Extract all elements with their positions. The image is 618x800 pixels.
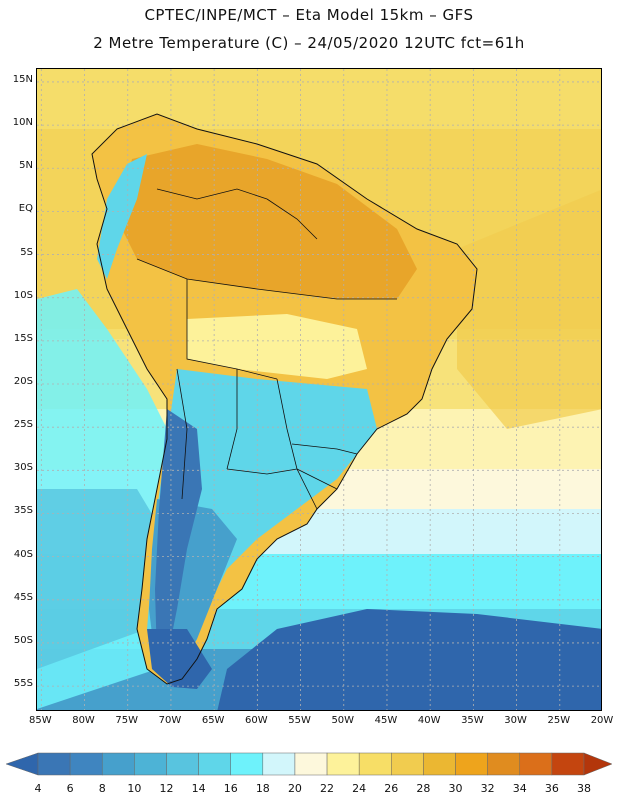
colorbar-cell	[455, 752, 488, 776]
colorbar-cell	[294, 752, 328, 776]
country-borders	[136, 188, 397, 510]
land-amazon-hot	[117, 144, 417, 299]
colorbar-tick-label: 8	[98, 782, 106, 795]
lat-tick-label: 10S	[13, 289, 33, 301]
land-south-tip	[147, 629, 212, 689]
lat-tick-label: 50S	[13, 634, 33, 646]
land-central-warm	[187, 314, 367, 379]
ocean-pacific-mid	[37, 489, 167, 669]
lat-tick-label: 40S	[13, 548, 33, 560]
lon-tick-label: 70W	[158, 715, 182, 726]
ocean-atlantic-warm-east	[457, 189, 601, 429]
temperature-map[interactable]	[36, 68, 602, 711]
lon-tick-label: 25W	[547, 715, 571, 726]
colorbar-cell	[358, 752, 392, 776]
lat-tick-label: 5S	[20, 246, 33, 258]
colorbar-tick-label: 20	[287, 782, 302, 795]
colorbar-tick-label: 34	[512, 782, 527, 795]
colorbar-tick-label: 14	[191, 782, 206, 795]
colorbar-tick-label: 38	[577, 782, 591, 795]
lat-tick-label: 20S	[13, 376, 33, 388]
lon-tick-label: 75W	[115, 715, 139, 726]
colorbar-high-arrow	[583, 752, 613, 776]
lon-tick-label: 50W	[331, 715, 355, 726]
lat-tick-label: 25S	[13, 419, 33, 431]
lat-tick-label: 35S	[13, 505, 33, 517]
lat-tick-label: 15S	[13, 332, 33, 344]
lat-tick-label: 10N	[12, 117, 33, 129]
lon-tick-label: 60W	[245, 715, 268, 726]
colorbar-cell	[198, 752, 231, 776]
lon-tick-label: 40W	[417, 715, 441, 726]
colorbar-tick-label: 36	[544, 782, 559, 795]
lon-tick-label: 45W	[374, 715, 398, 726]
ocean-cold-southeast	[217, 609, 601, 710]
map-title-field: 2 Metre Temperature (C) – 24/05/2020 12U…	[93, 34, 525, 52]
lon-tick-label: 85W	[29, 715, 52, 726]
colorbar	[5, 752, 613, 776]
colorbar-cell	[423, 752, 456, 776]
land-andes-cold	[155, 409, 202, 669]
colorbar-tick-label: 24	[352, 782, 367, 795]
colorbar-cell	[101, 752, 135, 776]
colorbar-tick-label: 18	[255, 782, 270, 795]
lat-tick-label: 45S	[13, 591, 33, 603]
colorbar-tick-label: 16	[223, 782, 238, 795]
colorbar-tick-label: 4	[34, 782, 42, 795]
colorbar-tick-label: 22	[320, 782, 335, 795]
colorbar-low-arrow	[5, 752, 39, 776]
lon-tick-label: 55W	[288, 715, 311, 726]
colorbar-cell	[262, 752, 296, 776]
lon-tick-label: 65W	[201, 715, 225, 726]
lat-tick-label: 55S	[13, 678, 33, 690]
lat-tick-label: 30S	[13, 462, 33, 474]
colorbar-tick-label: 32	[480, 782, 495, 795]
colorbar-cell	[487, 752, 521, 776]
colorbar-cell	[69, 752, 103, 776]
colorbar-cell	[134, 752, 167, 776]
lat-tick-label: 15N	[12, 73, 33, 85]
map-canvas	[37, 69, 601, 710]
lon-tick-label: 35W	[461, 715, 484, 726]
lat-lon-grid	[37, 69, 601, 710]
colorbar-cell	[37, 752, 71, 776]
colorbar-cell	[551, 752, 585, 776]
land-andes-north	[97, 154, 147, 279]
colorbar-tick-label: 30	[448, 782, 463, 795]
lat-tick-label: EQ	[18, 203, 33, 215]
lon-tick-label: 20W	[590, 715, 614, 726]
coastline	[91, 113, 478, 685]
map-title-source: CPTEC/INPE/MCT – Eta Model 15km – GFS	[144, 6, 474, 24]
lat-tick-label: 5N	[19, 160, 33, 172]
colorbar-cell	[166, 752, 199, 776]
colorbar-tick-label: 28	[416, 782, 431, 795]
colorbar-cell	[391, 752, 424, 776]
colorbar-tick-label: 12	[159, 782, 174, 795]
colorbar-cell	[326, 752, 360, 776]
lon-tick-label: 80W	[72, 715, 95, 726]
colorbar-tick-label: 26	[384, 782, 399, 795]
colorbar-tick-label: 6	[66, 782, 74, 795]
colorbar-cell	[230, 752, 264, 776]
lon-tick-label: 30W	[504, 715, 527, 726]
colorbar-tick-label: 10	[127, 782, 142, 795]
colorbar-cell	[519, 752, 553, 776]
